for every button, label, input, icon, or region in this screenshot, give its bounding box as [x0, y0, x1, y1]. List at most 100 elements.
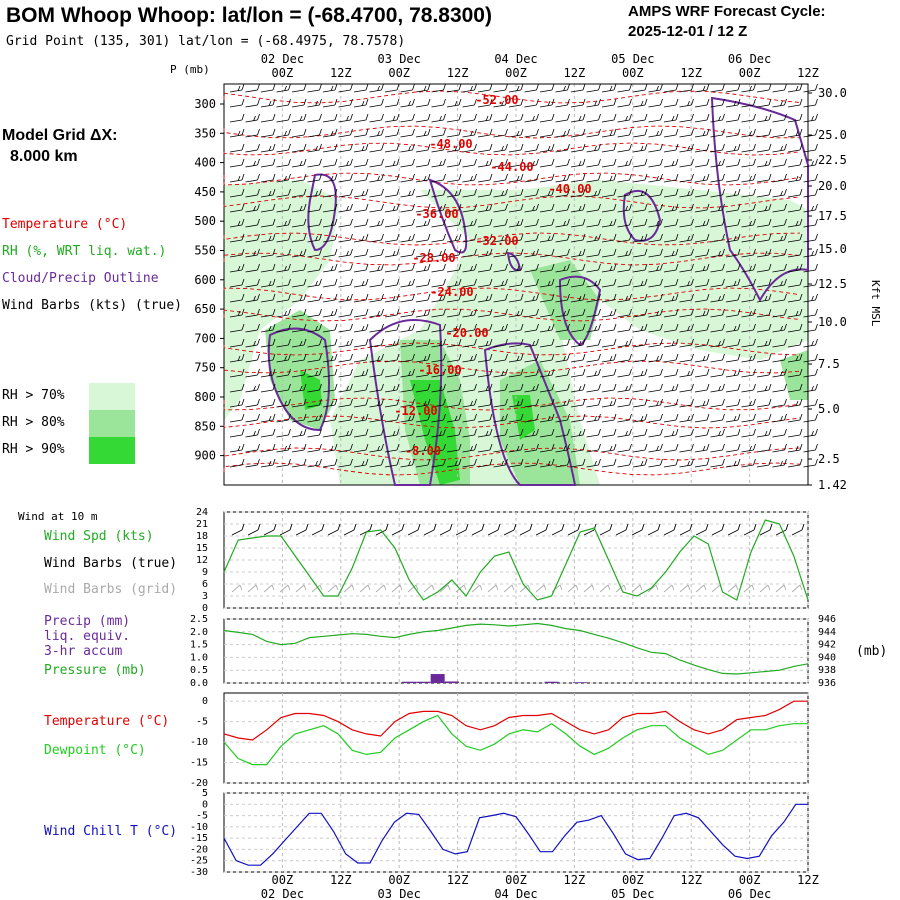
wind-barb	[291, 248, 307, 258]
wind-barb	[291, 128, 307, 138]
wind-barb	[756, 113, 772, 123]
forecast-cycle-date: 2025-12-01 / 12 Z	[628, 23, 748, 40]
wind-barb	[400, 443, 415, 453]
wind-barb	[725, 158, 741, 168]
wind-barb	[493, 128, 508, 138]
wind-barb	[400, 113, 415, 123]
temperature-contour	[223, 360, 801, 374]
wind-barb	[338, 203, 353, 213]
wind-barb	[772, 353, 787, 363]
wind-barb	[291, 203, 307, 213]
wind-barb	[229, 98, 245, 108]
cloud-outline	[622, 189, 662, 242]
wind-barb	[648, 248, 663, 258]
wind-barb-true	[417, 523, 421, 531]
wind-barb-grid	[247, 584, 257, 593]
temperature-contour-label: -52.00	[475, 93, 518, 107]
pressure-tick-label: 650	[194, 302, 216, 316]
wind-barb	[400, 98, 415, 108]
wind-barb	[741, 368, 756, 378]
wind-barb	[601, 98, 617, 108]
wind-barb	[462, 83, 477, 93]
wind-barb-true	[465, 523, 469, 531]
wind-barb	[617, 143, 632, 153]
wind-barb	[679, 413, 694, 423]
wind-barb	[462, 308, 477, 318]
wind-barb	[725, 278, 741, 288]
wind-barb	[617, 428, 632, 438]
wind-barb	[462, 323, 477, 333]
wind-barb	[555, 323, 570, 333]
wind-barb	[601, 398, 617, 408]
wind-barb	[322, 203, 338, 213]
pressure-tick-label: 944	[818, 627, 836, 638]
wind-barb	[462, 368, 477, 378]
wind-barb	[291, 353, 307, 363]
wind-barb	[663, 173, 679, 183]
wind-barb	[415, 113, 431, 123]
wind-barb	[772, 323, 787, 333]
wind-barb	[663, 128, 679, 138]
wind-barb	[307, 158, 322, 168]
wind-barb	[322, 368, 338, 378]
rh-80-label: RH > 80%	[2, 415, 65, 430]
wind-barb	[803, 233, 818, 243]
wind-barb	[601, 248, 617, 258]
wind-barb	[663, 158, 679, 168]
wind-barb	[555, 368, 570, 378]
wind-barb-grid	[543, 584, 547, 591]
wind-barb	[741, 173, 756, 183]
wind-barb	[384, 218, 400, 228]
wind-barb	[291, 293, 307, 303]
wind-barb	[369, 413, 384, 423]
wind-barb	[245, 293, 260, 303]
y-tick-label: -5	[196, 717, 208, 728]
wind-barb	[539, 323, 555, 333]
wind-barb	[663, 323, 679, 333]
rh-70-swatch	[89, 383, 135, 410]
wind-barb	[632, 83, 648, 93]
wind-barb	[415, 83, 431, 93]
wind-barb	[477, 158, 493, 168]
top-hour-label: 12Z	[680, 66, 702, 80]
wind-barb	[555, 383, 570, 393]
wind-barb	[369, 203, 384, 213]
wind-barb	[756, 428, 772, 438]
wind-barb-true	[641, 523, 645, 531]
wind-barb	[601, 458, 617, 468]
wind-barb-true	[561, 523, 565, 531]
wind-barb	[648, 413, 663, 423]
wind-barb	[508, 368, 524, 378]
wind-barb	[431, 278, 446, 288]
wind-barb	[524, 83, 539, 93]
wind-barb-grid	[431, 584, 435, 591]
wind-barb	[632, 263, 648, 273]
wind-barb	[446, 353, 462, 363]
wind-barb	[539, 233, 555, 243]
wind-barb	[462, 428, 477, 438]
wind-barb	[245, 188, 260, 198]
wind-barb	[663, 188, 679, 198]
wind-barb	[400, 458, 415, 468]
wind-barb	[353, 278, 369, 288]
top-hour-label: 12Z	[797, 66, 819, 80]
wind-barb	[679, 128, 694, 138]
wind-barb-true	[545, 523, 549, 531]
wind-barb	[756, 83, 772, 93]
wind-barb	[555, 158, 570, 168]
wind-barb-true	[289, 523, 293, 531]
wind-barb	[307, 308, 322, 318]
wind-barb	[694, 83, 710, 93]
wind-barb	[369, 158, 384, 168]
wind-barb	[276, 353, 291, 363]
temperature-contour	[223, 232, 801, 246]
wind-barb	[694, 443, 710, 453]
wind-barb	[353, 353, 369, 363]
wind-barb	[260, 458, 276, 468]
wind-barb	[539, 173, 555, 183]
wind-barb	[338, 248, 353, 258]
wind-barb	[601, 278, 617, 288]
wind-barb	[446, 338, 462, 348]
wind-barb	[694, 158, 710, 168]
wind-barb	[772, 158, 787, 168]
